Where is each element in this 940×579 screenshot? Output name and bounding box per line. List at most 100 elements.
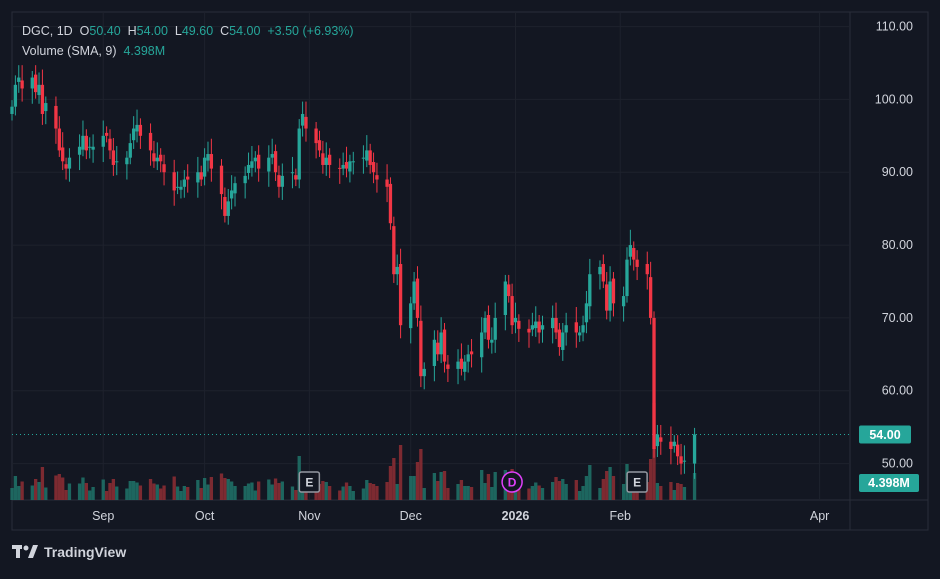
volume-bar xyxy=(392,458,396,500)
candle-body xyxy=(155,157,159,162)
time-axis[interactable]: Sep Oct Nov Dec 2026 Feb Apr xyxy=(92,509,829,523)
candle-body xyxy=(135,124,139,132)
candle-body xyxy=(669,441,673,450)
candle-body xyxy=(412,281,416,304)
volume-bar xyxy=(540,488,545,500)
volume-legend: Volume (SMA, 9) 4.398M xyxy=(22,44,165,58)
high-label: H xyxy=(127,24,137,38)
volume-bar xyxy=(186,487,190,500)
candle-body xyxy=(246,164,251,173)
candle-body xyxy=(463,361,467,372)
candle-body xyxy=(361,157,366,159)
volume-bar xyxy=(294,490,298,500)
volume-bar xyxy=(61,477,65,500)
volume-bar xyxy=(679,484,683,500)
candle-body xyxy=(608,281,612,311)
volume-bar xyxy=(395,484,399,500)
candle-body xyxy=(564,325,568,333)
volume-bar xyxy=(368,483,372,500)
candle-body xyxy=(486,314,491,340)
price-tick-label: 100.00 xyxy=(875,92,913,106)
volume-bar xyxy=(341,486,345,500)
ohlc-legend: DGC, 1D O50.40 H54.00 L49.60 C54.00 +3.5… xyxy=(22,24,354,38)
candle-body xyxy=(605,284,609,311)
volume-bar xyxy=(375,486,379,500)
volume-bar xyxy=(135,482,139,500)
volume-bar xyxy=(676,483,680,500)
candle-body xyxy=(131,128,136,141)
volume-bar xyxy=(527,488,531,500)
candle-body xyxy=(327,154,332,165)
chart-border xyxy=(11,11,929,531)
volume-bar xyxy=(253,490,257,500)
volume-bar xyxy=(348,486,352,500)
volume-bar xyxy=(273,478,278,500)
candle-body xyxy=(175,186,180,188)
volume-bar xyxy=(125,488,129,500)
candle-body xyxy=(534,321,538,329)
candle-body xyxy=(162,164,166,173)
time-tick-label: Sep xyxy=(92,509,114,523)
grid-lines xyxy=(11,11,929,531)
candle-body xyxy=(672,441,676,447)
volume-bar xyxy=(669,482,673,500)
candle-body xyxy=(317,140,322,151)
candle-body xyxy=(88,146,92,148)
volume-bar xyxy=(277,483,281,500)
candle-body xyxy=(13,84,18,107)
earnings-marker-label: E xyxy=(633,476,641,490)
close-label: C xyxy=(220,24,230,38)
candle-body xyxy=(466,354,470,362)
candle-body xyxy=(409,303,413,329)
candle-body xyxy=(392,226,396,275)
candle-body xyxy=(84,135,88,151)
price-axis[interactable]: 110.00 100.00 90.00 80.00 70.00 60.00 50.00 54.… xyxy=(859,20,919,492)
volume-bar xyxy=(561,479,565,500)
price-tick-label: 110.00 xyxy=(876,20,913,34)
volume-bar xyxy=(621,484,626,500)
candle-body xyxy=(510,296,514,326)
candle-body xyxy=(148,132,153,151)
candle-body xyxy=(104,132,109,136)
volume-bar xyxy=(202,478,207,500)
candlesticks xyxy=(10,65,697,479)
candle-body xyxy=(574,322,578,333)
high-value: 54.00 xyxy=(136,24,168,38)
open-value: 50.40 xyxy=(89,24,121,38)
candle-body xyxy=(182,179,186,187)
candle-body xyxy=(415,278,420,318)
price-tick-label: 70.00 xyxy=(882,311,913,325)
volume-bar xyxy=(439,472,443,500)
volume-bar xyxy=(557,481,562,500)
candle-body xyxy=(432,339,437,366)
candle-body xyxy=(152,153,156,162)
volume-bar xyxy=(493,472,497,500)
candle-body xyxy=(206,154,210,161)
volume-bar xyxy=(138,485,143,500)
candle-body xyxy=(530,325,535,330)
candle-body xyxy=(219,165,224,195)
candle-body xyxy=(54,105,58,129)
volume-bar xyxy=(148,479,153,500)
candle-body xyxy=(128,143,132,158)
candle-body xyxy=(365,150,369,161)
candle-body xyxy=(64,164,68,169)
volume-bar xyxy=(54,475,58,500)
candle-body xyxy=(186,176,190,180)
volume-bar xyxy=(655,483,660,500)
candle-body xyxy=(108,138,112,151)
candle-body xyxy=(223,197,227,216)
volume-bar xyxy=(37,482,41,500)
volume-bar xyxy=(77,483,82,500)
candle-body xyxy=(273,151,278,173)
volume-bar xyxy=(361,488,366,500)
volume-bar xyxy=(327,486,332,500)
price-tick-label: 50.00 xyxy=(882,457,913,471)
tradingview-logo[interactable]: TradingView xyxy=(12,544,126,560)
last-volume-tag xyxy=(859,474,919,492)
volume-bar xyxy=(608,467,612,500)
candle-body xyxy=(456,361,460,369)
candle-body xyxy=(598,266,602,275)
